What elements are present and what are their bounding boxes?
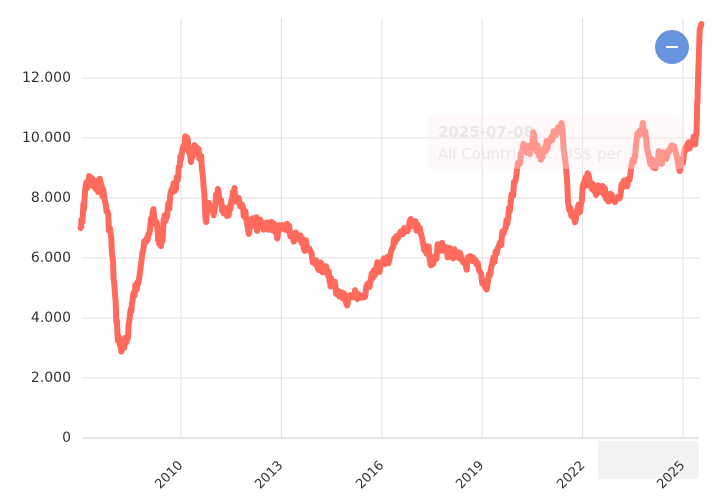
- y-tick-label: 2.000: [30, 370, 71, 386]
- series-line-all-countries[interactable]: [77, 21, 705, 355]
- range-selection-shade[interactable]: [598, 441, 699, 479]
- y-tick-label: 12.000: [22, 70, 71, 86]
- tooltip-date: 2025-07-08: [438, 123, 534, 141]
- y-tick-label: 0: [62, 430, 71, 446]
- y-tick-label: 6.000: [30, 250, 71, 266]
- y-tick-label: 4.000: [30, 310, 71, 326]
- grid-lines: [82, 18, 699, 438]
- tooltip-value: All Countries: ... US$ per ...: [438, 145, 641, 163]
- y-tick-label: 10.000: [22, 130, 71, 146]
- tooltip: 2025-07-08 All Countries: ... US$ per ..…: [428, 117, 684, 169]
- zoom-out-button[interactable]: [655, 30, 689, 64]
- minus-icon: [666, 46, 678, 48]
- y-tick-label: 8.000: [30, 190, 71, 206]
